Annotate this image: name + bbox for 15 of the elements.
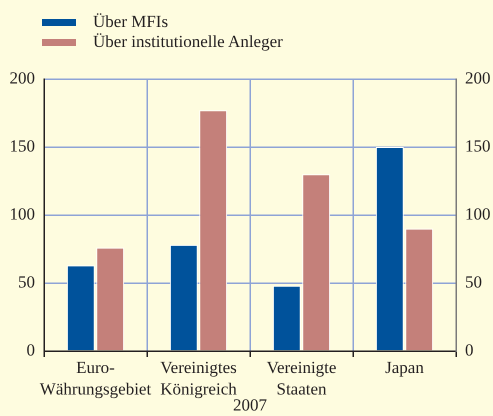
- y2-tick-label: 150: [465, 136, 490, 156]
- y2-tick-label: 50: [465, 272, 482, 292]
- y-tick-label: 150: [10, 136, 35, 156]
- x-tick-label: Japan: [385, 358, 424, 378]
- x-tick-label: Vereinigte Staaten: [266, 358, 336, 398]
- legend-label: Über MFIs: [93, 12, 168, 32]
- y-tick-label: 0: [26, 340, 35, 360]
- y2-tick-label: 0: [465, 340, 474, 360]
- y2-tick-label: 200: [465, 68, 490, 88]
- x-tick-label: Euro-Währungsgebiet: [40, 358, 152, 398]
- y2-tick-label: 100: [465, 204, 490, 224]
- y-tick-label: 100: [10, 204, 35, 224]
- y-tick-label: 50: [18, 272, 35, 292]
- y-tick-label: 200: [10, 68, 35, 88]
- legend-label: Über institutionelle Anleger: [93, 32, 283, 52]
